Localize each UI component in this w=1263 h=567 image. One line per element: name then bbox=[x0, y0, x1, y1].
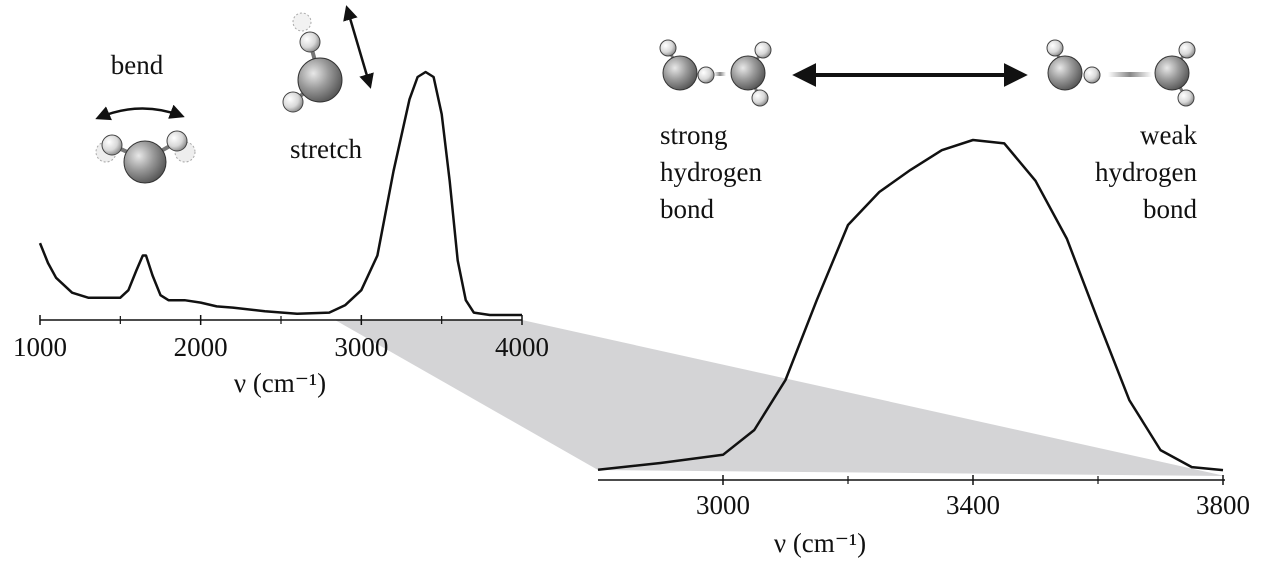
x-axis-label: ν (cm⁻¹) bbox=[774, 528, 866, 558]
spectrum-line bbox=[38, 70, 522, 317]
stretch-molecule bbox=[282, 5, 374, 113]
strong-dimer bbox=[659, 39, 772, 107]
annotation: weak bbox=[1140, 120, 1197, 150]
annotation: hydrogen bbox=[660, 157, 762, 187]
weak-dimer bbox=[1046, 39, 1196, 107]
annotation: stretch bbox=[290, 134, 362, 164]
x-axis-label: ν (cm⁻¹) bbox=[234, 368, 326, 398]
x-tick-label: 1000 bbox=[13, 332, 67, 362]
spectrum-line bbox=[597, 138, 1224, 472]
annotation: hydrogen bbox=[1095, 157, 1197, 187]
zoom-region bbox=[335, 320, 1225, 476]
x-tick-label: 3000 bbox=[696, 490, 750, 520]
annotation: bond bbox=[660, 194, 715, 224]
bend-molecule bbox=[95, 104, 196, 184]
annotation: strong bbox=[660, 120, 728, 150]
x-tick-label: 3400 bbox=[946, 490, 1000, 520]
x-tick-label: 3800 bbox=[1196, 490, 1250, 520]
x-tick-label: 2000 bbox=[174, 332, 228, 362]
annotation: bond bbox=[1143, 194, 1198, 224]
annotation: bend bbox=[111, 50, 164, 80]
x-tick-label: 3000 bbox=[334, 332, 388, 362]
x-tick-label: 4000 bbox=[495, 332, 549, 362]
